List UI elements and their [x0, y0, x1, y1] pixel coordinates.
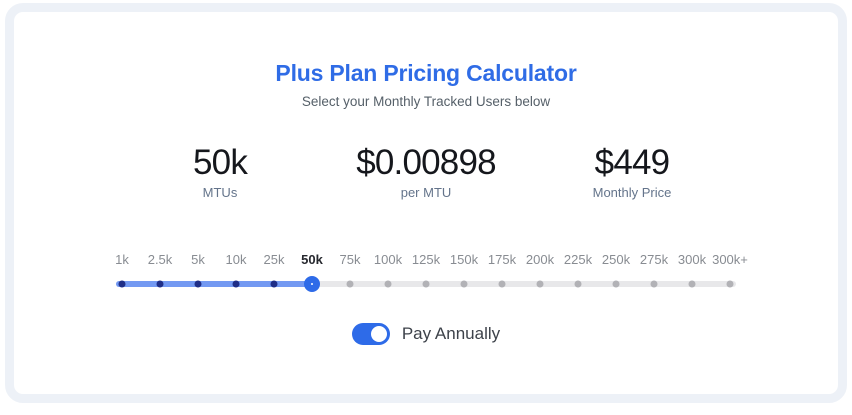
slider-tick-label-75k: 75k: [339, 252, 361, 267]
stat-monthly-price: $449 Monthly Price: [547, 142, 717, 201]
slider-tick-dot-250k[interactable]: [612, 280, 620, 288]
slider-tick-dot-300k+[interactable]: [726, 280, 734, 288]
slider-tick-dot-10k[interactable]: [232, 280, 240, 288]
slider-tick-dot-275k[interactable]: [650, 280, 658, 288]
stat-per-mtu-value: $0.00898: [356, 143, 496, 182]
slider-tick-label-50k: 50k: [301, 252, 323, 267]
slider-tick-label-300k: 300k: [677, 252, 707, 267]
stat-monthly-price-label: Monthly Price: [592, 185, 672, 200]
slider-tick-label-225k: 225k: [563, 252, 593, 267]
pay-annually-toggle[interactable]: [351, 323, 390, 345]
slider-tick-label-200k: 200k: [525, 252, 555, 267]
slider-tick-label-100k: 100k: [373, 252, 403, 267]
mtu-slider[interactable]: 1k 2.5k 5k 10k 25k 50k 75k 100k 125k 150k 175k 200k…: [115, 252, 748, 298]
slider-tick-label-275k: 275k: [639, 252, 669, 267]
slider-tick-dot-175k[interactable]: [498, 280, 506, 288]
slider-tick-dot-150k[interactable]: [460, 280, 468, 288]
slider-tick-label-2.5k: 2.5k: [147, 252, 173, 267]
slider-tick-dot-2.5k[interactable]: [156, 280, 164, 288]
slider-tick-label-10k: 10k: [225, 252, 247, 267]
pricing-calculator-card: Plus Plan Pricing Calculator Select your…: [5, 3, 847, 403]
slider-tick-dot-200k[interactable]: [536, 280, 544, 288]
slider-tick-dot-75k[interactable]: [346, 280, 354, 288]
slider-tick-label-5k: 5k: [191, 252, 205, 267]
slider-tick-label-250k: 250k: [601, 252, 631, 267]
slider-handle[interactable]: [304, 276, 320, 292]
stat-mtus-value: 50k: [192, 143, 248, 182]
pay-annually-row: Pay Annually: [14, 323, 838, 345]
page-title: Plus Plan Pricing Calculator: [275, 60, 577, 86]
slider-tick-dot-300k[interactable]: [688, 280, 696, 288]
stat-mtus: 50k MTUs: [135, 142, 305, 201]
page-subtitle: Select your Monthly Tracked Users below: [301, 94, 551, 109]
slider-track-fill: [116, 281, 312, 287]
slider-tick-label-25k: 25k: [263, 252, 285, 267]
slider-tick-dot-1k[interactable]: [118, 280, 126, 288]
slider-tick-label-175k: 175k: [487, 252, 517, 267]
pay-annually-label: Pay Annually: [401, 324, 501, 343]
stat-monthly-price-value: $449: [594, 143, 670, 182]
slider-tick-dot-100k[interactable]: [384, 280, 392, 288]
stat-mtus-label: MTUs: [202, 185, 238, 200]
slider-tick-label-1k: 1k: [115, 252, 129, 267]
stat-per-mtu-label: per MTU: [400, 185, 452, 200]
toggle-knob: [370, 326, 387, 342]
slider-tick-dot-25k[interactable]: [270, 280, 278, 288]
stats-row: 50k MTUs $0.00898 per MTU $449 Monthly P…: [14, 142, 838, 201]
slider-tick-label-150k: 150k: [449, 252, 479, 267]
slider-tick-dot-225k[interactable]: [574, 280, 582, 288]
slider-tick-label-300k+: 300k+: [712, 252, 748, 267]
slider-tick-dot-125k[interactable]: [422, 280, 430, 288]
stat-per-mtu: $0.00898 per MTU: [341, 142, 511, 201]
slider-tick-label-125k: 125k: [411, 252, 441, 267]
slider-tick-dot-5k[interactable]: [194, 280, 202, 288]
